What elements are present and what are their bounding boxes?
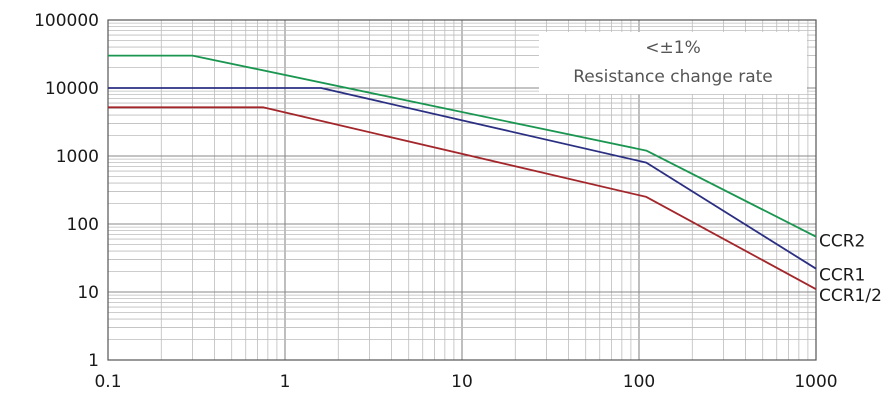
series-label-ccr1: CCR1 [819,266,865,286]
y-tick-label: 10 [77,283,99,303]
annotation-background [539,32,807,94]
series-label-ccr2: CCR2 [819,232,865,252]
x-tick-label: 100 [623,372,655,392]
y-tick-label: 1 [88,351,99,371]
series-label-ccr1-2: CCR1/2 [819,286,882,306]
plot-frame [107,19,817,361]
y-tick-label: 1000 [56,147,99,167]
x-tick-label: 0.1 [94,372,121,392]
annotation-line-1: <±1% [645,38,700,58]
series-line-ccr1 [108,87,817,270]
x-axis-tick-labels: 0.1 1 10 100 1000 [94,372,837,392]
y-tick-label: 100 [67,215,99,235]
x-tick-label: 10 [451,372,473,392]
annotation-line-2: Resistance change rate [573,67,773,87]
series-line-ccr2 [108,54,817,238]
y-axis-tick-labels: 100000 10000 1000 100 10 1 [34,11,99,371]
series-layer [108,54,817,290]
x-tick-label: 1 [280,372,291,392]
annotation-box: <±1% Resistance change rate [539,32,807,94]
y-tick-label: 10000 [45,79,99,99]
x-tick-label: 1000 [794,372,837,392]
y-tick-label: 100000 [34,11,99,31]
series-line-ccr1-2 [108,106,817,290]
